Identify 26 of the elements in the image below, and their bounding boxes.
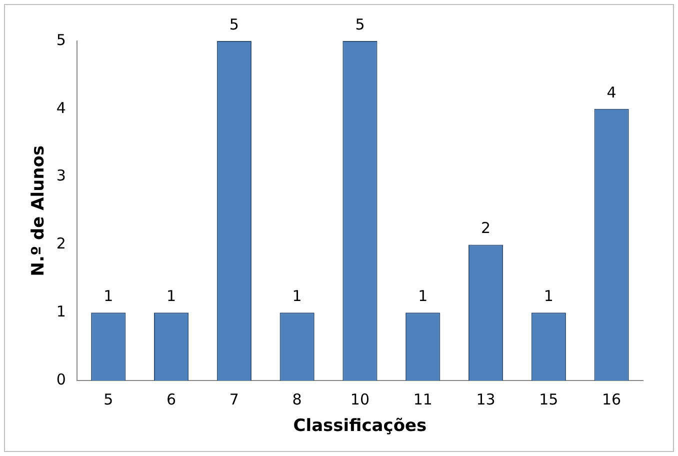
y-tick-label: 5 — [56, 30, 66, 49]
y-tick-label: 1 — [56, 302, 66, 321]
x-tick-label: 16 — [602, 390, 622, 408]
x-tick-label: 13 — [476, 390, 496, 408]
data-label: 4 — [606, 83, 616, 102]
x-tick-label: 10 — [350, 390, 370, 408]
data-label: 5 — [355, 15, 365, 34]
data-label: 2 — [480, 219, 491, 238]
x-axis-title: Classificações — [293, 416, 427, 436]
y-tick-label: 2 — [56, 234, 66, 253]
data-label: 1 — [292, 287, 302, 306]
x-tick-label: 11 — [413, 390, 432, 408]
data-label: 1 — [166, 287, 176, 306]
x-tick-label: 7 — [229, 390, 239, 408]
y-tick-label: 3 — [56, 166, 66, 185]
x-tick-label: 6 — [166, 390, 176, 408]
data-label: 5 — [229, 15, 239, 34]
y-tick-label: 4 — [56, 98, 66, 117]
x-tick-label: 15 — [539, 390, 558, 408]
x-tick-label: 5 — [104, 390, 114, 408]
data-label: 1 — [544, 287, 554, 306]
data-label: 1 — [418, 287, 428, 306]
x-tick-label: 8 — [292, 390, 302, 408]
data-label: 1 — [104, 287, 114, 306]
y-axis-title: N.º de Alunos — [28, 145, 49, 276]
y-tick-label: 0 — [56, 370, 66, 388]
